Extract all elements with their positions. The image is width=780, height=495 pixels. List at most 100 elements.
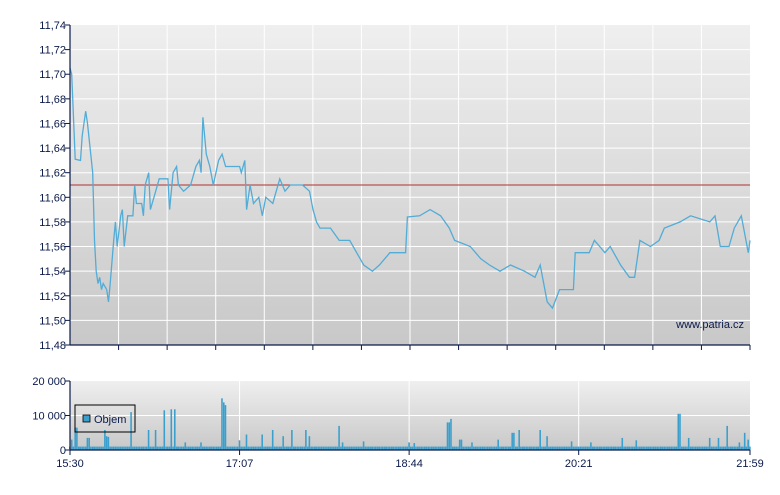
volume-bar bbox=[446, 422, 449, 450]
volume-bar bbox=[285, 446, 288, 450]
volume-bar bbox=[306, 446, 309, 450]
volume-bar bbox=[371, 446, 374, 450]
volume-bar bbox=[520, 446, 522, 450]
volume-bar bbox=[628, 446, 631, 450]
volume-bar bbox=[163, 410, 166, 450]
volume-bar bbox=[422, 446, 424, 450]
volume-bar bbox=[144, 446, 146, 450]
volume-bar bbox=[465, 446, 468, 450]
volume-bar bbox=[298, 446, 300, 450]
volume-bar bbox=[618, 446, 620, 450]
volume-bar bbox=[471, 442, 473, 450]
volume-bar bbox=[238, 440, 241, 450]
volume-bar bbox=[376, 446, 379, 450]
volume-bar bbox=[448, 422, 451, 450]
volume-bar bbox=[195, 446, 197, 450]
volume-bar bbox=[177, 446, 180, 450]
volume-bar bbox=[182, 446, 185, 450]
volume-bar bbox=[317, 446, 319, 450]
volume-bar bbox=[174, 409, 176, 450]
volume-bar bbox=[91, 446, 94, 450]
volume-bar bbox=[602, 446, 604, 450]
y-tick-label: 11,60 bbox=[39, 192, 66, 204]
volume-bar bbox=[411, 446, 414, 450]
price-series-line bbox=[69, 67, 751, 310]
volume-bar bbox=[502, 446, 505, 450]
volume-bar bbox=[184, 442, 187, 450]
volume-bar bbox=[70, 439, 73, 450]
volume-bar bbox=[546, 436, 548, 450]
volume-bar bbox=[273, 446, 276, 450]
volume-bar bbox=[264, 446, 267, 450]
volume-bar bbox=[565, 446, 568, 450]
volume-bar bbox=[380, 446, 382, 450]
volume-bar bbox=[436, 446, 438, 450]
volume-bar bbox=[168, 446, 171, 450]
volume-bar bbox=[280, 446, 283, 450]
volume-bar bbox=[625, 446, 627, 450]
y-tick-label: 11,52 bbox=[39, 291, 66, 303]
volume-bar bbox=[660, 446, 662, 450]
volume-bar bbox=[329, 446, 332, 450]
volume-bar bbox=[635, 440, 638, 450]
volume-bar bbox=[223, 402, 225, 450]
volume-bar bbox=[728, 446, 730, 450]
volume-bar bbox=[216, 446, 218, 450]
volume-bar bbox=[651, 446, 653, 450]
volume-bar bbox=[499, 446, 501, 450]
volume-bar bbox=[348, 446, 351, 450]
volume-bar bbox=[97, 446, 99, 450]
volume-bar bbox=[710, 446, 713, 450]
volume-bar bbox=[453, 446, 456, 450]
volume-bar bbox=[581, 446, 583, 450]
volume-bar bbox=[749, 446, 751, 450]
y-tick-label: 11,56 bbox=[39, 242, 66, 254]
volume-bar bbox=[151, 446, 153, 450]
volume-bar bbox=[392, 446, 395, 450]
volume-bar bbox=[658, 446, 660, 450]
volume-bar bbox=[205, 446, 208, 450]
volume-bar bbox=[291, 430, 293, 450]
volume-bar bbox=[394, 446, 396, 450]
volume-bar bbox=[476, 446, 478, 450]
volume-bar bbox=[591, 446, 594, 450]
volume-bar bbox=[345, 446, 347, 450]
volume-bar bbox=[701, 446, 704, 450]
volume-bar bbox=[679, 413, 681, 450]
volume-bar bbox=[537, 446, 540, 450]
volume-bar bbox=[479, 446, 482, 450]
volume-bar bbox=[745, 446, 748, 450]
volume-bar bbox=[210, 446, 213, 450]
volume-bar bbox=[382, 446, 384, 450]
volume-bar bbox=[653, 446, 655, 450]
volume-bar bbox=[691, 446, 693, 450]
volume-bar bbox=[191, 446, 194, 450]
volume-bar bbox=[231, 446, 234, 450]
volume-bar bbox=[621, 437, 624, 450]
volume-bar bbox=[229, 446, 232, 450]
volume-bar bbox=[570, 441, 573, 450]
volume-bar bbox=[490, 446, 492, 450]
x-tick-label: 15:30 bbox=[56, 458, 84, 470]
volume-bar bbox=[167, 446, 169, 450]
volume-bar bbox=[259, 446, 262, 450]
volume-bar bbox=[467, 446, 470, 450]
volume-bar bbox=[312, 446, 314, 450]
volume-bar bbox=[203, 446, 206, 450]
volume-bar bbox=[441, 446, 444, 450]
volume-bar bbox=[474, 446, 477, 450]
volume-bar bbox=[186, 446, 188, 450]
volume-bar bbox=[708, 437, 711, 450]
volume-bar bbox=[530, 446, 533, 450]
volume-bar bbox=[294, 446, 297, 450]
volume-bar bbox=[77, 446, 80, 450]
volume-bar bbox=[341, 442, 344, 450]
volume-bar bbox=[425, 446, 428, 450]
volume-bar bbox=[493, 446, 496, 450]
volume-legend: Objem bbox=[74, 404, 136, 433]
volume-bar bbox=[418, 446, 421, 450]
volume-bar bbox=[563, 446, 566, 450]
y-tick-label: 11,72 bbox=[39, 45, 66, 57]
volume-bar bbox=[350, 446, 353, 450]
